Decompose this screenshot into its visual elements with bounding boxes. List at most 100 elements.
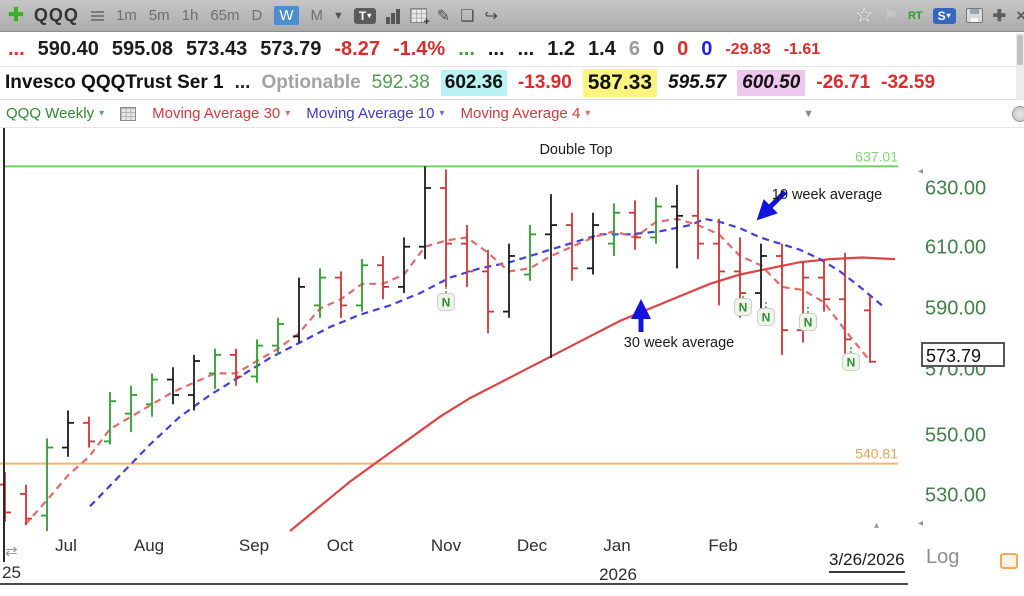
timeframe-65m[interactable]: 65m (210, 7, 240, 24)
timeframe-M[interactable]: M (310, 7, 324, 24)
chart-annotation: 30 week average (624, 335, 734, 351)
info-value: Invesco QQQTrust Ser 1 (5, 72, 224, 93)
level-line-label: 540.81 (855, 446, 898, 462)
x-axis-month: Oct (326, 536, 354, 555)
axis-scroll-up-icon[interactable]: ◂ (918, 166, 924, 177)
quote-value: ... (458, 38, 475, 60)
quote-value: ... (8, 38, 25, 60)
realtime-badge: RT (907, 9, 923, 22)
info-value: 602.36 (440, 70, 507, 96)
x-axis-month: Nov (430, 536, 462, 555)
annotation-arrow-icon (756, 190, 787, 221)
info-value: -13.90 (517, 72, 572, 93)
moving-average-10-line (89, 217, 883, 508)
quote-value: ... (487, 38, 505, 60)
ma30-selector[interactable]: Moving Average 30 ▾ (152, 105, 290, 122)
quote-value: -1.4% (392, 38, 446, 60)
x-axis-month: Feb (708, 536, 738, 555)
y-axis-label: 630.00 (925, 177, 987, 200)
ma4-selector[interactable]: Moving Average 4 ▾ (460, 105, 590, 122)
strategy-label: S (937, 8, 946, 23)
info-value: 592.38 (371, 72, 430, 93)
date-field[interactable]: 3/26/2026 (829, 550, 905, 573)
info-value: 587.33 (582, 69, 658, 97)
quote-value: 573.43 (186, 38, 248, 60)
watchlist-menu-icon[interactable] (90, 10, 104, 21)
news-marker-label: N (847, 356, 856, 370)
chart-left-spine (3, 128, 5, 562)
ma10-selector[interactable]: Moving Average 10 ▾ (306, 105, 444, 122)
text-tool-label: T (358, 8, 367, 23)
add-symbol-icon[interactable]: ✚ (8, 5, 24, 26)
quote-value: -1.61 (783, 40, 821, 58)
globe-icon[interactable] (1012, 105, 1024, 122)
strategy-button[interactable]: S ▾ (932, 7, 956, 24)
close-icon[interactable]: × (1016, 5, 1024, 25)
favorite-star-icon[interactable]: ☆ (854, 4, 874, 27)
spreadsheet-add-icon[interactable] (409, 8, 430, 28)
news-marker (842, 353, 860, 371)
timeframe-group: 1m 5m 1h 65m D W M (116, 6, 323, 25)
x-axis-month: Jul (55, 536, 77, 555)
quote-value: 1.4 (588, 38, 616, 60)
text-tool-button[interactable]: T ▾ (353, 7, 377, 24)
y-axis-label: 550.00 (925, 424, 987, 447)
ma4-label: Moving Average 4 (460, 105, 581, 122)
x-axis-month: Aug (133, 536, 165, 555)
timeframe-D[interactable]: D (251, 7, 263, 24)
symbol-label[interactable]: QQQ (33, 5, 79, 25)
quote-value: 590.40 (37, 38, 99, 60)
pan-arrows-icon[interactable]: ⇄ (5, 543, 18, 560)
folder-icon[interactable]: ❏ (460, 7, 475, 25)
info-value: -32.59 (881, 72, 936, 93)
x-axis-month: Jan (603, 536, 631, 555)
flag-icon[interactable]: ⚑ (883, 7, 898, 25)
timeframe-W[interactable]: W (274, 6, 299, 25)
news-marker-label: N (442, 296, 451, 310)
quote-value: 0 (677, 38, 689, 60)
ma30-label: Moving Average 30 (152, 105, 281, 122)
share-icon[interactable]: ↪ (484, 7, 498, 25)
timeframe-5m[interactable]: 5m (148, 7, 170, 24)
timeframe-1m[interactable]: 1m (115, 7, 137, 24)
news-marker-label: N (804, 316, 813, 330)
timeframe-1h[interactable]: 1h (181, 7, 199, 24)
info-value: 600.50 (737, 70, 806, 96)
quote-value: 595.08 (111, 38, 174, 60)
notes-icon[interactable] (1000, 553, 1018, 569)
pencil-icon[interactable]: ✎ (436, 7, 451, 25)
quote-scrollbar[interactable] (1016, 33, 1024, 100)
save-icon[interactable] (965, 8, 983, 23)
move-icon[interactable]: ✚ (992, 7, 1007, 25)
quote-value: 6 (628, 38, 640, 60)
series-label: QQQ Weekly (6, 105, 95, 122)
moving-average-30-line (289, 256, 896, 532)
x-axis-month: Sep (238, 536, 270, 555)
caret-down-icon: ▾ (367, 11, 372, 20)
volume-bars-icon[interactable] (386, 8, 400, 24)
x-axis-month: Dec (516, 536, 548, 555)
axis-scroll-down-icon[interactable]: ◂ (918, 518, 924, 529)
info-value: 595.57 (668, 72, 727, 93)
news-marker (757, 308, 775, 326)
info-value: ... (234, 72, 251, 93)
news-marker (799, 313, 817, 331)
caret-down-icon: ▾ (99, 108, 105, 119)
news-marker-label: N (762, 311, 771, 325)
timeframe-caret-icon[interactable]: ▼ (333, 9, 344, 22)
chart-annotation: Double Top (539, 142, 612, 158)
y-axis-label: 530.00 (925, 484, 987, 507)
news-marker-label: N (739, 301, 748, 315)
moving-average-4-line (24, 217, 871, 526)
caret-down-icon: ▾ (439, 108, 445, 119)
grid-icon[interactable] (120, 106, 137, 121)
indicator-dropdown-caret[interactable]: ▼ (803, 107, 814, 120)
level-line-label: 637.01 (855, 148, 898, 164)
log-scale-toggle[interactable]: Log (926, 546, 960, 568)
pane-collapse-icon[interactable]: ▴ (874, 520, 880, 531)
x-axis-year: 2026 (599, 565, 637, 584)
series-selector[interactable]: QQQ Weekly ▾ (6, 105, 104, 122)
quote-value: 1.2 (547, 38, 576, 60)
info-value: -26.71 (816, 72, 871, 93)
